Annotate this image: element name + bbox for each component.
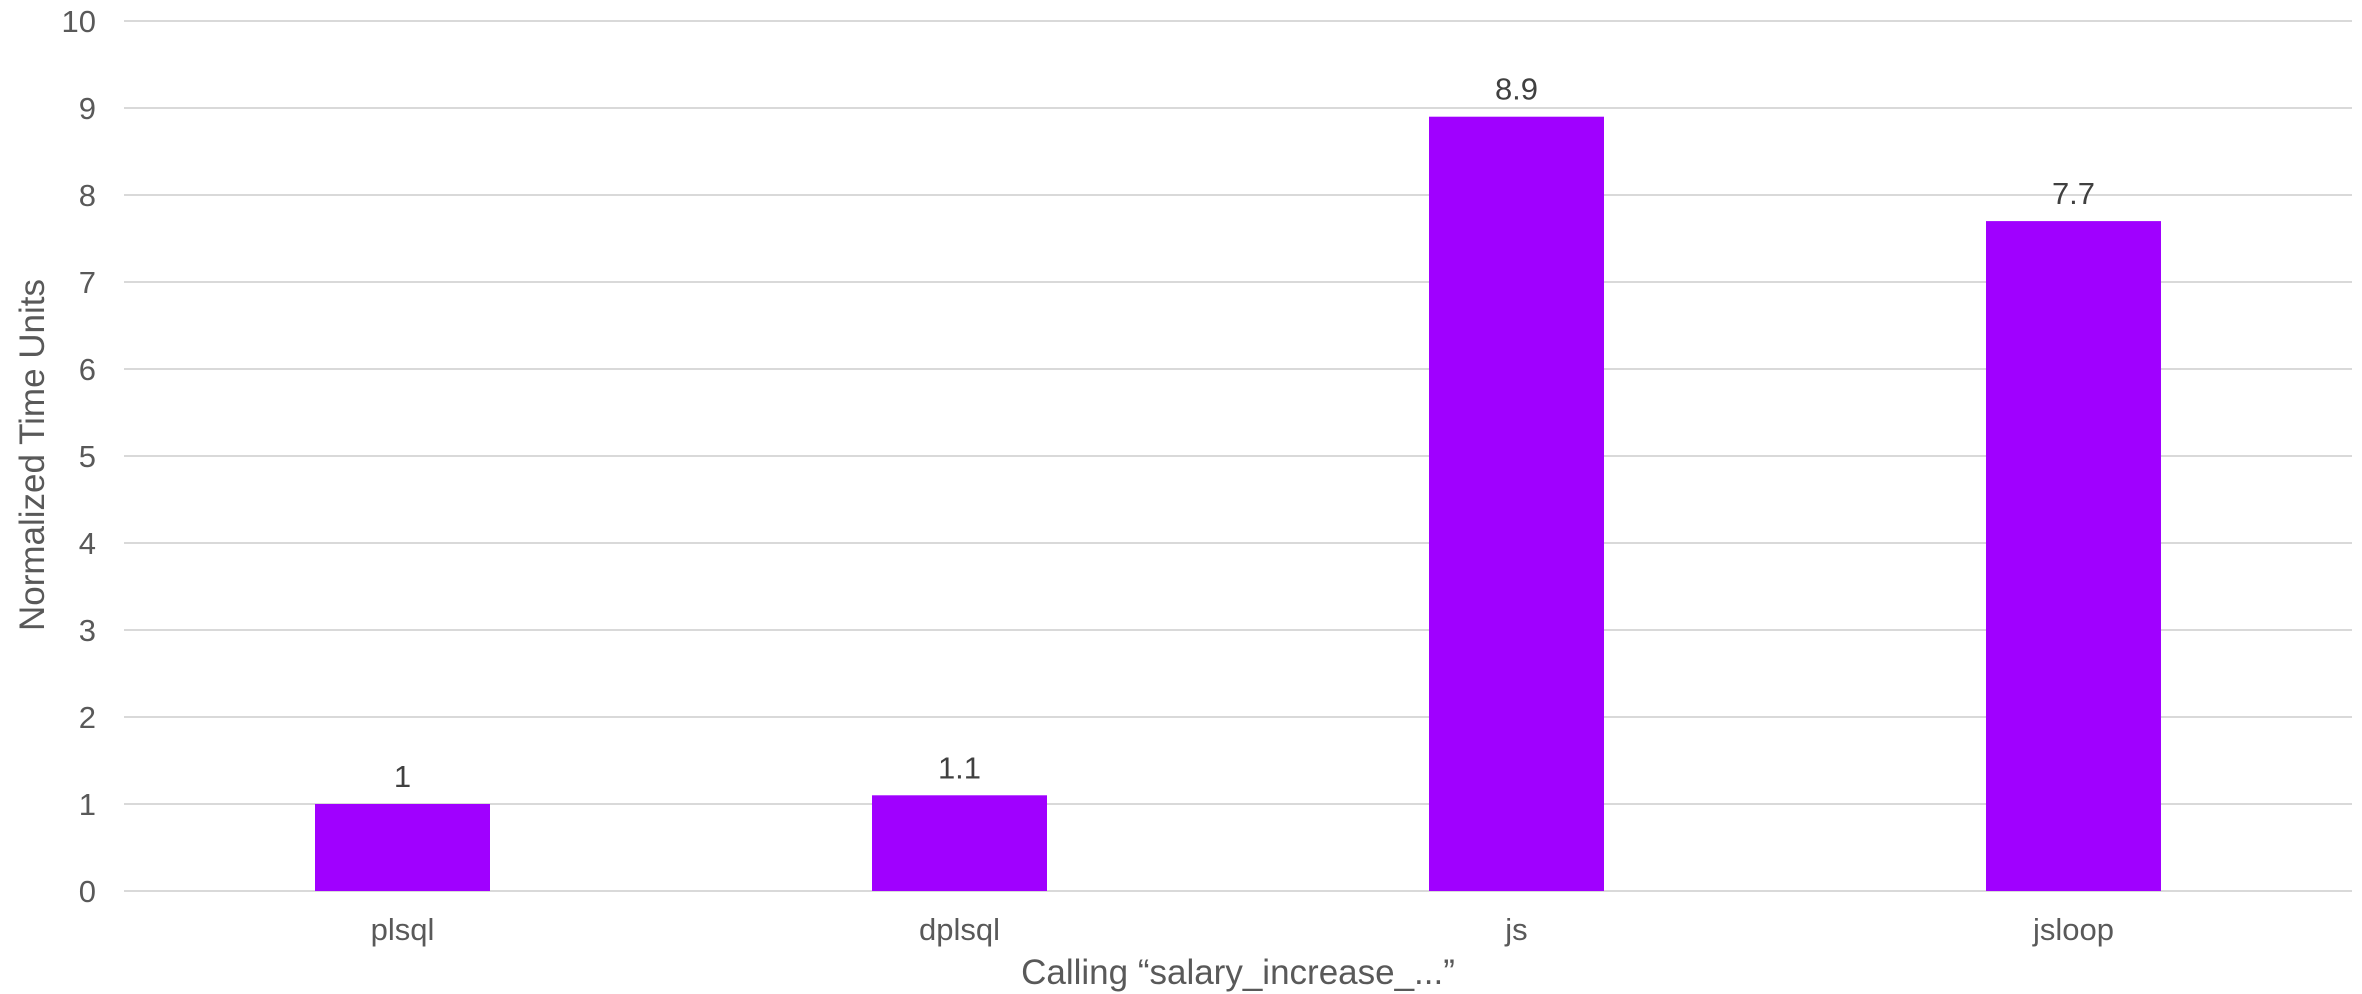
data-label: 1 [394, 759, 411, 794]
y-tick-label: 4 [79, 526, 96, 561]
bar-jsloop [1986, 221, 2161, 892]
x-tick-label: jsloop [2032, 912, 2114, 947]
bars [315, 116, 2161, 892]
x-tick-label: js [1504, 912, 1527, 947]
data-label: 7.7 [2052, 176, 2095, 211]
bar-plsql [315, 804, 490, 891]
data-label: 1.1 [938, 750, 981, 785]
y-tick-label: 3 [79, 613, 96, 648]
y-tick-label: 1 [79, 787, 96, 822]
y-tick-label: 7 [79, 265, 96, 300]
y-axis-title: Normalized Time Units [13, 279, 52, 631]
x-axis-ticks: plsql dplsql js jsloop [371, 912, 2114, 947]
y-tick-label: 8 [79, 178, 96, 213]
gridlines [124, 20, 2352, 892]
bar-dplsql [872, 795, 1047, 891]
y-tick-label: 6 [79, 352, 96, 387]
y-axis-ticks: 0 1 2 3 4 5 6 7 8 9 10 [62, 4, 96, 909]
x-tick-label: plsql [371, 912, 435, 947]
y-tick-label: 5 [79, 439, 96, 474]
y-tick-label: 10 [62, 4, 96, 39]
data-labels: 1 1.1 8.9 7.7 [394, 72, 2095, 794]
x-axis-title: Calling “salary_increase_...” [1021, 953, 1455, 992]
y-tick-label: 0 [79, 874, 96, 909]
data-label: 8.9 [1495, 72, 1538, 107]
x-tick-label: dplsql [919, 912, 1000, 947]
y-tick-label: 2 [79, 700, 96, 735]
bar-js [1429, 116, 1604, 891]
y-tick-label: 9 [79, 91, 96, 126]
